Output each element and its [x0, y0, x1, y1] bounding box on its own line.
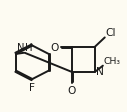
Text: N: N [17, 42, 25, 52]
Text: H: H [25, 42, 33, 52]
Text: CH₃: CH₃ [104, 57, 121, 66]
Text: Cl: Cl [106, 28, 116, 38]
Text: N: N [96, 67, 104, 77]
Text: O: O [68, 85, 76, 95]
Text: O: O [50, 43, 59, 53]
Text: F: F [29, 82, 35, 92]
